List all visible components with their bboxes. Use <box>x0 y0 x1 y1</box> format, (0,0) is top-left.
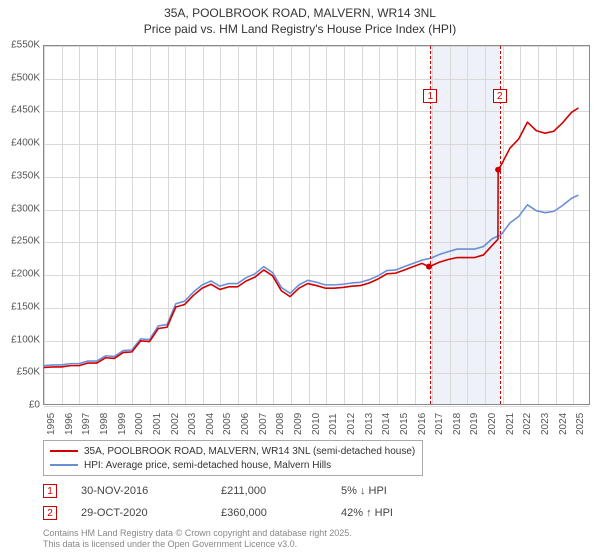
plot-svg <box>44 46 589 404</box>
x-tick-label: 2017 <box>434 413 445 435</box>
legend-label-property: 35A, POOLBROOK ROAD, MALVERN, WR14 3NL (… <box>84 446 415 457</box>
x-tick-label: 2001 <box>152 413 163 435</box>
x-tick-label: 2012 <box>346 413 357 435</box>
y-tick-label: £450K <box>4 105 40 116</box>
x-tick-label: 1997 <box>81 413 92 435</box>
title-line-1: 35A, POOLBROOK ROAD, MALVERN, WR14 3NL <box>0 6 600 22</box>
legend-swatch-property <box>50 450 78 452</box>
legend-label-hpi: HPI: Average price, semi-detached house,… <box>84 460 331 471</box>
y-tick-label: £100K <box>4 334 40 345</box>
legend-item-property: 35A, POOLBROOK ROAD, MALVERN, WR14 3NL (… <box>50 444 416 458</box>
y-tick-label: £300K <box>4 203 40 214</box>
y-tick-label: £400K <box>4 138 40 149</box>
sale-date-2: 29-OCT-2020 <box>81 507 221 519</box>
sale-delta-2: 42% ↑ HPI <box>341 507 461 519</box>
x-tick-label: 2011 <box>328 413 339 435</box>
legend: 35A, POOLBROOK ROAD, MALVERN, WR14 3NL (… <box>43 440 423 476</box>
x-tick-label: 1999 <box>117 413 128 435</box>
footer-line-2: This data is licensed under the Open Gov… <box>43 539 352 550</box>
x-tick-label: 2021 <box>505 413 516 435</box>
title-line-2: Price paid vs. HM Land Registry's House … <box>0 22 600 38</box>
y-tick-label: £250K <box>4 236 40 247</box>
sale-price-1: £211,000 <box>221 485 341 497</box>
plot-area: 12 <box>43 45 590 405</box>
sale-marker-1: 1 <box>43 484 57 498</box>
y-tick-label: £550K <box>4 40 40 51</box>
x-tick-label: 2008 <box>275 413 286 435</box>
y-tick-label: £150K <box>4 301 40 312</box>
legend-swatch-hpi <box>50 464 78 466</box>
x-tick-label: 2002 <box>170 413 181 435</box>
x-tick-label: 2010 <box>311 413 322 435</box>
x-tick-label: 2022 <box>522 413 533 435</box>
x-tick-label: 1995 <box>46 413 57 435</box>
series-line-property <box>44 108 578 368</box>
y-tick-label: £200K <box>4 269 40 280</box>
x-tick-label: 2019 <box>469 413 480 435</box>
sale-date-1: 30-NOV-2016 <box>81 485 221 497</box>
sale-price-2: £360,000 <box>221 507 341 519</box>
chart-container: 35A, POOLBROOK ROAD, MALVERN, WR14 3NL P… <box>0 0 600 560</box>
x-tick-label: 2004 <box>205 413 216 435</box>
x-tick-label: 2024 <box>558 413 569 435</box>
sale-row-1: 1 30-NOV-2016 £211,000 5% ↓ HPI <box>43 480 461 502</box>
sale-marker-2: 2 <box>43 506 57 520</box>
sales-table: 1 30-NOV-2016 £211,000 5% ↓ HPI 2 29-OCT… <box>43 480 461 524</box>
legend-item-hpi: HPI: Average price, semi-detached house,… <box>50 458 416 472</box>
x-tick-label: 2003 <box>187 413 198 435</box>
x-tick-label: 2006 <box>240 413 251 435</box>
x-tick-label: 2013 <box>364 413 375 435</box>
chart-title: 35A, POOLBROOK ROAD, MALVERN, WR14 3NL P… <box>0 0 600 37</box>
x-tick-label: 2025 <box>575 413 586 435</box>
footer: Contains HM Land Registry data © Crown c… <box>43 528 352 550</box>
sale-row-2: 2 29-OCT-2020 £360,000 42% ↑ HPI <box>43 502 461 524</box>
x-tick-label: 2015 <box>399 413 410 435</box>
x-tick-label: 2007 <box>258 413 269 435</box>
x-tick-label: 2016 <box>417 413 428 435</box>
marker-box-2: 2 <box>493 89 507 103</box>
sale-delta-1: 5% ↓ HPI <box>341 485 461 497</box>
x-tick-label: 2018 <box>452 413 463 435</box>
y-tick-label: £500K <box>4 72 40 83</box>
x-tick-label: 1998 <box>99 413 110 435</box>
marker-box-1: 1 <box>423 89 437 103</box>
footer-line-1: Contains HM Land Registry data © Crown c… <box>43 528 352 539</box>
y-tick-label: £0 <box>4 400 40 411</box>
x-tick-label: 2014 <box>381 413 392 435</box>
x-tick-label: 2023 <box>540 413 551 435</box>
y-tick-label: £50K <box>4 367 40 378</box>
x-tick-label: 2000 <box>134 413 145 435</box>
x-tick-label: 2020 <box>487 413 498 435</box>
x-tick-label: 2009 <box>293 413 304 435</box>
x-tick-label: 2005 <box>222 413 233 435</box>
y-tick-label: £350K <box>4 170 40 181</box>
x-tick-label: 1996 <box>64 413 75 435</box>
